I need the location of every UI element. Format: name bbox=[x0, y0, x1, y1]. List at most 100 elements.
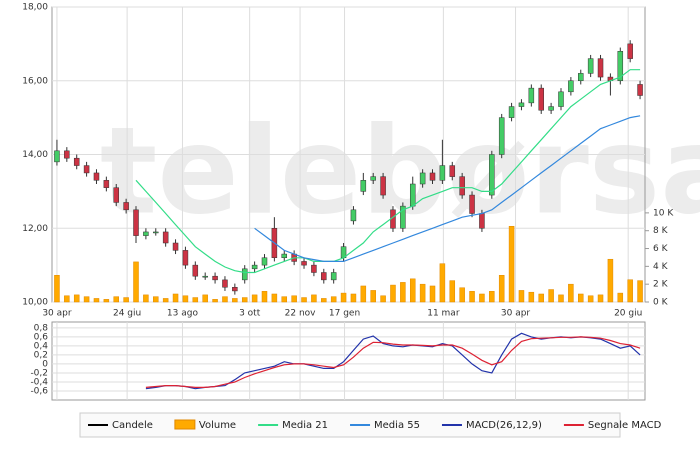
volume-bar bbox=[182, 295, 189, 303]
volume-bar bbox=[479, 293, 485, 303]
volume-bar bbox=[222, 296, 228, 303]
volume-bar bbox=[93, 298, 100, 303]
candle-body bbox=[637, 84, 643, 96]
x-tick-label: 24 giu bbox=[113, 309, 141, 319]
y2-tick-label: 0 K bbox=[653, 298, 669, 308]
candle-body bbox=[202, 275, 208, 278]
volume-bar bbox=[409, 278, 416, 303]
y-tick-label: 14,00 bbox=[22, 150, 48, 160]
line-series bbox=[145, 336, 641, 388]
volume-bar bbox=[429, 285, 436, 303]
volume-bar bbox=[380, 295, 386, 303]
volume-bar bbox=[489, 291, 495, 303]
legend-label: Segnale MACD bbox=[588, 420, 662, 431]
y2-tick-label: 10 K bbox=[653, 208, 674, 218]
legend-item: Segnale MACD bbox=[563, 420, 662, 431]
y-tick-label: 16,00 bbox=[22, 76, 48, 86]
volume-bar bbox=[508, 225, 515, 303]
candle-body bbox=[508, 106, 515, 118]
legend-swatch bbox=[174, 419, 196, 430]
candle-body bbox=[439, 165, 446, 181]
volume-bar bbox=[439, 263, 446, 303]
volume-bar bbox=[143, 294, 149, 303]
candle-body bbox=[469, 194, 475, 214]
volume-bar bbox=[281, 296, 288, 303]
candle-body bbox=[350, 209, 357, 222]
candle-body bbox=[311, 264, 317, 273]
volume-bar bbox=[419, 283, 426, 303]
y-tick-label: -0,6 bbox=[30, 386, 48, 396]
volume-bar bbox=[271, 293, 278, 303]
volume-bar bbox=[113, 296, 119, 303]
candle-body bbox=[54, 150, 60, 163]
volume-bar bbox=[538, 293, 544, 303]
x-tick-label: 13 ago bbox=[167, 309, 199, 319]
candle-body bbox=[143, 231, 149, 236]
volume-bar bbox=[360, 285, 367, 303]
candle-body bbox=[222, 279, 228, 288]
candle-body bbox=[627, 43, 633, 59]
candle-body bbox=[241, 268, 248, 281]
candle-body bbox=[123, 202, 129, 211]
candle-body bbox=[192, 264, 199, 277]
candle-body bbox=[281, 253, 288, 258]
x-tick-label: 3 ott bbox=[239, 309, 261, 319]
candle-body bbox=[528, 87, 535, 104]
volume-bar bbox=[340, 292, 347, 303]
volume-bar bbox=[192, 297, 199, 303]
volume-bar bbox=[459, 287, 465, 303]
candle-body bbox=[498, 117, 505, 155]
volume-bar bbox=[578, 293, 584, 303]
candle-body bbox=[360, 180, 367, 192]
legend-label: Candele bbox=[112, 420, 153, 431]
candle-body bbox=[459, 176, 465, 196]
candle-body bbox=[301, 261, 307, 266]
volume-bar bbox=[637, 280, 643, 303]
candle-body bbox=[330, 272, 337, 281]
volume-bar bbox=[153, 296, 159, 303]
volume-bar bbox=[73, 294, 80, 303]
volume-bar bbox=[261, 291, 268, 303]
candle-body bbox=[548, 106, 554, 111]
y-tick-label: 0,2 bbox=[34, 350, 48, 360]
x-tick-label: 22 nov bbox=[285, 309, 317, 319]
volume-bar bbox=[64, 295, 70, 303]
line-series bbox=[254, 115, 641, 262]
volume-bar bbox=[133, 261, 139, 303]
volume-bar bbox=[518, 290, 525, 303]
y-tick-label: 10,00 bbox=[22, 298, 48, 308]
volume-bar bbox=[498, 275, 505, 303]
legend-box bbox=[79, 412, 621, 438]
candle-body bbox=[419, 172, 426, 185]
y2-tick-label: 6 K bbox=[653, 244, 669, 254]
candle-body bbox=[449, 165, 456, 177]
plot-area bbox=[51, 321, 646, 401]
volume-bar bbox=[321, 298, 327, 303]
candle-body bbox=[133, 209, 139, 236]
candle-body bbox=[153, 231, 159, 234]
volume-bar bbox=[251, 294, 258, 303]
volume-bar bbox=[568, 283, 574, 303]
candle-body bbox=[113, 187, 119, 203]
volume-bar bbox=[469, 291, 475, 303]
volume-bar bbox=[212, 299, 218, 303]
legend-item: Volume bbox=[174, 419, 236, 431]
candle-body bbox=[261, 257, 268, 266]
candle-body bbox=[489, 154, 495, 196]
volume-bar bbox=[232, 298, 238, 303]
y-tick-label: 0,4 bbox=[34, 341, 49, 351]
volume-bar bbox=[597, 294, 604, 303]
legend-label: Media 21 bbox=[282, 420, 328, 431]
x-tick-label: 20 giu bbox=[614, 309, 642, 319]
volume-bar bbox=[123, 297, 129, 303]
volume-bar bbox=[370, 290, 376, 303]
y-tick-label: -0,2 bbox=[30, 368, 48, 378]
volume-bar bbox=[350, 293, 357, 303]
y2-tick-label: 8 K bbox=[653, 226, 669, 236]
volume-bar bbox=[241, 297, 248, 303]
candle-body bbox=[400, 205, 406, 229]
candle-body bbox=[182, 250, 189, 266]
y2-tick-label: 4 K bbox=[653, 262, 669, 272]
candle-body bbox=[578, 73, 584, 81]
